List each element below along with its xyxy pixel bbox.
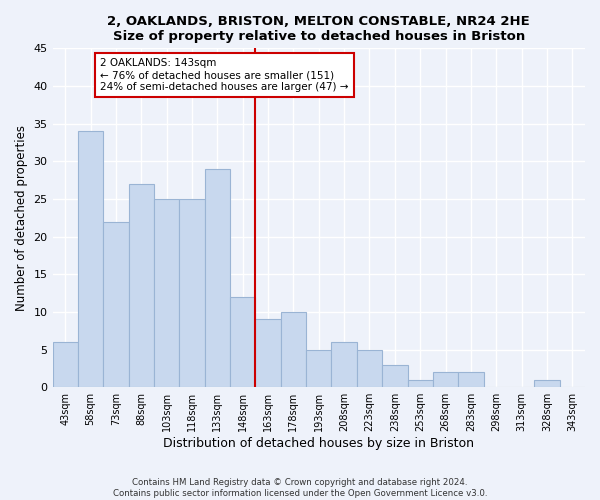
Bar (256, 320, 281, 387)
Bar (357, 350, 382, 387)
Bar (205, 169, 230, 387)
Bar (534, 380, 560, 387)
Bar (281, 312, 306, 387)
Y-axis label: Number of detached properties: Number of detached properties (15, 125, 28, 311)
Bar (458, 372, 484, 387)
Bar (154, 199, 179, 387)
Bar (407, 380, 433, 387)
Title: 2, OAKLANDS, BRISTON, MELTON CONSTABLE, NR24 2HE
Size of property relative to de: 2, OAKLANDS, BRISTON, MELTON CONSTABLE, … (107, 15, 530, 43)
Bar (103, 222, 128, 387)
Bar (53, 342, 78, 387)
X-axis label: Distribution of detached houses by size in Briston: Distribution of detached houses by size … (163, 437, 474, 450)
Bar (78, 131, 103, 387)
Bar (128, 184, 154, 387)
Bar (306, 350, 331, 387)
Bar (331, 342, 357, 387)
Bar (230, 297, 256, 387)
Bar (433, 372, 458, 387)
Bar (382, 364, 407, 387)
Text: 2 OAKLANDS: 143sqm
← 76% of detached houses are smaller (151)
24% of semi-detach: 2 OAKLANDS: 143sqm ← 76% of detached hou… (100, 58, 349, 92)
Bar (179, 199, 205, 387)
Text: Contains HM Land Registry data © Crown copyright and database right 2024.
Contai: Contains HM Land Registry data © Crown c… (113, 478, 487, 498)
